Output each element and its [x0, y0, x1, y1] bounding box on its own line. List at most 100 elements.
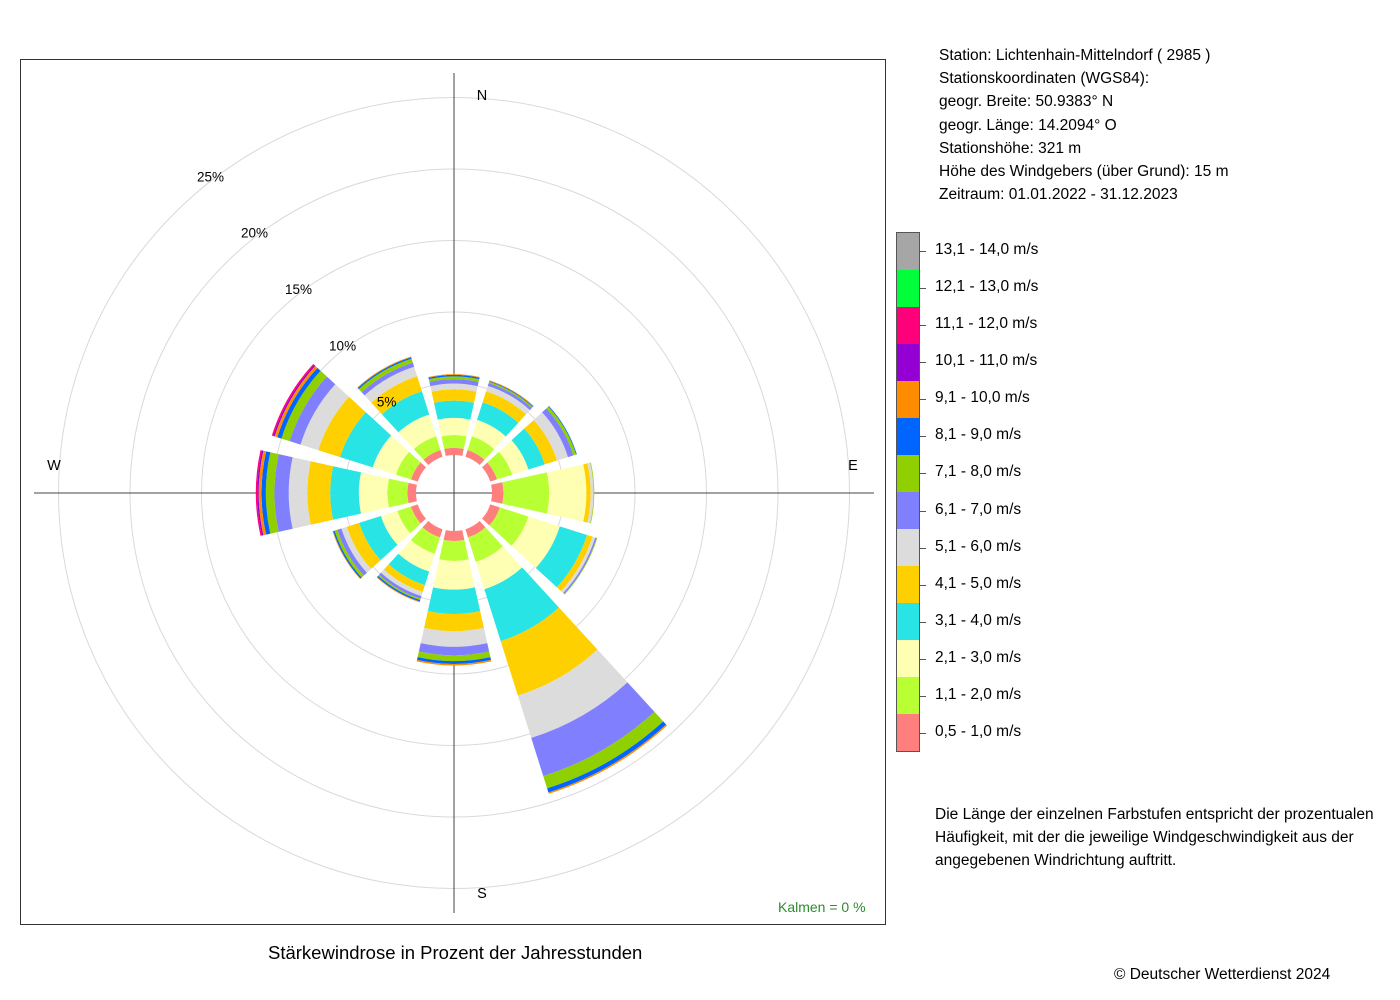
- legend-swatch: [897, 381, 919, 418]
- legend-swatch: [897, 307, 919, 344]
- sector-band: [398, 414, 437, 450]
- anemometer-height: Höhe des Windgebers (über Grund): 15 m: [939, 163, 1229, 181]
- legend-label: 3,1 - 4,0 m/s: [935, 612, 1022, 629]
- sector-band: [427, 587, 481, 614]
- legend-tick: [920, 399, 926, 401]
- sector-210: [376, 521, 443, 603]
- legend-swatch: [897, 529, 919, 566]
- sector-band: [398, 539, 435, 572]
- wind-rose-plot: 5% 10% 15% 20% 25% N E S W: [20, 59, 886, 925]
- sector-band: [439, 539, 469, 562]
- sector-band: [330, 466, 362, 520]
- sector-band: [381, 391, 430, 433]
- station-name: Station: Lichtenhain-Mittelndorf ( 2985 …: [939, 47, 1211, 64]
- sector-band: [511, 428, 545, 470]
- legend-tick: [920, 547, 926, 549]
- sector-band: [428, 374, 480, 378]
- sector-band: [364, 366, 418, 403]
- ring-label: 20%: [241, 226, 268, 241]
- sector-band: [377, 575, 421, 602]
- copyright-text: © Deutscher Wetterdienst 2024: [1114, 966, 1331, 983]
- sector-band: [511, 516, 560, 568]
- sector-band: [491, 482, 504, 504]
- sector-band: [486, 385, 530, 415]
- legend-swatch: [897, 566, 919, 603]
- ring-label: 25%: [197, 169, 224, 184]
- ring-label: 10%: [329, 338, 356, 353]
- sector-band: [465, 521, 486, 538]
- legend-color-bar: [896, 232, 920, 752]
- sector-270: [255, 450, 417, 536]
- axes: [34, 73, 874, 913]
- sector-band: [378, 574, 421, 601]
- sector-band: [407, 482, 417, 504]
- sector-band: [533, 412, 568, 461]
- legend-label: 4,1 - 5,0 m/s: [935, 574, 1022, 592]
- sector-band: [307, 461, 334, 525]
- sector-band: [359, 516, 398, 561]
- sector-band: [489, 507, 529, 546]
- legend-tick: [920, 510, 926, 512]
- sector-band: [334, 529, 364, 578]
- legend-label: 1,1 - 2,0 m/s: [935, 686, 1022, 704]
- sector-band: [437, 417, 471, 437]
- sector-band: [546, 464, 587, 522]
- sector-band: [361, 362, 415, 396]
- sector-band: [561, 536, 596, 594]
- sector-90: [491, 462, 595, 524]
- legend-tick: [920, 584, 926, 586]
- sector-band: [583, 463, 591, 523]
- sector-band: [431, 389, 477, 403]
- sector-band: [358, 358, 413, 393]
- sector-30: [465, 380, 534, 465]
- sector-band: [261, 451, 271, 535]
- legend-tick: [920, 696, 926, 698]
- sector-band: [441, 434, 467, 449]
- sector-band: [465, 449, 485, 465]
- sector-band: [420, 627, 488, 647]
- sector-band: [467, 436, 495, 460]
- sector-band: [590, 462, 595, 524]
- sector-band: [429, 379, 479, 387]
- sector-band: [258, 450, 267, 536]
- cardinal-n: N: [477, 88, 487, 104]
- sector-band: [333, 530, 362, 579]
- sector-band: [444, 447, 464, 456]
- explanation-note: Die Länge der einzelnen Farbstufen entsp…: [935, 806, 1374, 870]
- legend-swatch: [897, 233, 919, 270]
- sector-band: [274, 454, 293, 532]
- legend-swatch: [897, 455, 919, 492]
- sector-band: [535, 526, 588, 588]
- cardinal-e: E: [848, 458, 858, 474]
- legend-label: 5,1 - 6,0 m/s: [935, 537, 1022, 555]
- sector-band: [372, 435, 410, 475]
- sector-band: [443, 530, 465, 542]
- sector-band: [500, 607, 598, 696]
- legend-tick: [920, 436, 926, 438]
- sector-band: [417, 651, 491, 662]
- sector-band: [434, 400, 474, 420]
- sector-band: [428, 376, 480, 382]
- sector-band: [587, 462, 594, 524]
- legend-swatch: [897, 344, 919, 381]
- sector-0: [428, 374, 480, 456]
- legend-label: 13,1 - 14,0 m/s: [935, 240, 1039, 258]
- sector-band: [430, 383, 478, 392]
- cardinal-w: W: [47, 458, 61, 474]
- sector-120: [482, 504, 598, 595]
- time-period: Zeitraum: 01.01.2022 - 31.12.2023: [939, 186, 1178, 204]
- wind-rose-svg: 5% 10% 15% 20% 25% N E S W: [34, 73, 874, 913]
- legend-tick: [920, 473, 926, 475]
- sector-band: [340, 412, 392, 468]
- sector-180: [416, 530, 492, 666]
- station-latitude: geogr. Breite: 50.9383° N: [939, 93, 1114, 111]
- sector-300: [271, 363, 426, 482]
- legend-label: 8,1 - 9,0 m/s: [935, 426, 1022, 444]
- sector-band: [410, 462, 426, 482]
- sector-band: [388, 553, 430, 586]
- legend-swatch: [897, 640, 919, 677]
- legend-tick: [920, 622, 926, 623]
- chart-caption: Stärkewindrose in Prozent der Jahresstun…: [268, 942, 643, 963]
- legend-label: 9,1 - 10,0 m/s: [935, 389, 1030, 407]
- ring-labels: 5% 10% 15% 20% 25%: [197, 169, 396, 409]
